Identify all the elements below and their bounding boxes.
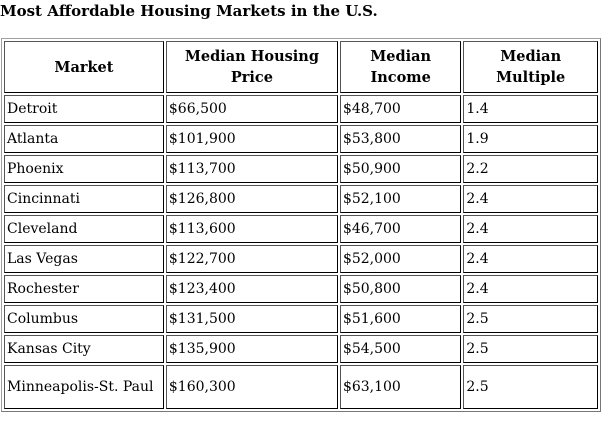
cell-market: Cleveland: [4, 215, 164, 243]
header-median-housing-price: Median Housing Price: [165, 41, 338, 93]
cell-median-price: $66,500: [165, 95, 338, 123]
cell-median-price: $101,900: [165, 125, 338, 153]
cell-median-income: $50,900: [339, 155, 462, 183]
header-multiple-line-2: Multiple: [496, 69, 566, 86]
header-price-line-1: Median Housing: [184, 48, 319, 65]
header-median-income: Median Income: [339, 41, 462, 93]
table-row: Detroit $66,500 $48,700 1.4: [4, 95, 598, 123]
cell-market: Atlanta: [4, 125, 164, 153]
cell-median-multiple: 2.4: [463, 185, 598, 213]
cell-market: Detroit: [4, 95, 164, 123]
table-body: Detroit $66,500 $48,700 1.4 Atlanta $101…: [4, 95, 598, 409]
cell-median-price: $123,400: [165, 275, 338, 303]
header-market: Market: [4, 41, 164, 93]
cell-market: Rochester: [4, 275, 164, 303]
cell-market: Las Vegas: [4, 245, 164, 273]
cell-median-multiple: 1.4: [463, 95, 598, 123]
cell-median-income: $50,800: [339, 275, 462, 303]
cell-median-price: $122,700: [165, 245, 338, 273]
table-row: Phoenix $113,700 $50,900 2.2: [4, 155, 598, 183]
cell-median-price: $160,300: [165, 365, 338, 409]
cell-market: Phoenix: [4, 155, 164, 183]
table-row: Rochester $123,400 $50,800 2.4: [4, 275, 598, 303]
table-header: Market Median Housing Price Median Incom…: [4, 41, 598, 93]
cell-median-price: $131,500: [165, 305, 338, 333]
housing-markets-table: Market Median Housing Price Median Incom…: [1, 38, 601, 412]
cell-median-multiple: 2.4: [463, 245, 598, 273]
cell-median-income: $52,100: [339, 185, 462, 213]
cell-market: Columbus: [4, 305, 164, 333]
table-row: Atlanta $101,900 $53,800 1.9: [4, 125, 598, 153]
cell-median-income: $52,000: [339, 245, 462, 273]
cell-market: Minneapolis-St. Paul: [4, 365, 164, 409]
cell-median-price: $135,900: [165, 335, 338, 363]
cell-median-income: $48,700: [339, 95, 462, 123]
cell-median-multiple: 1.9: [463, 125, 598, 153]
header-income-line-2: Income: [370, 69, 431, 86]
cell-median-price: $113,600: [165, 215, 338, 243]
table-row: Kansas City $135,900 $54,500 2.5: [4, 335, 598, 363]
header-median-multiple: Median Multiple: [463, 41, 598, 93]
cell-median-multiple: 2.5: [463, 335, 598, 363]
table-row: Las Vegas $122,700 $52,000 2.4: [4, 245, 598, 273]
header-row: Market Median Housing Price Median Incom…: [4, 41, 598, 93]
header-multiple-line-1: Median: [500, 48, 562, 65]
cell-median-multiple: 2.4: [463, 215, 598, 243]
header-market-line-1: Market: [54, 58, 114, 76]
cell-market: Kansas City: [4, 335, 164, 363]
table-row: Columbus $131,500 $51,600 2.5: [4, 305, 598, 333]
cell-median-price: $113,700: [165, 155, 338, 183]
table-row: Cleveland $113,600 $46,700 2.4: [4, 215, 598, 243]
header-income-line-1: Median: [370, 48, 432, 65]
cell-median-income: $53,800: [339, 125, 462, 153]
cell-median-multiple: 2.2: [463, 155, 598, 183]
cell-median-multiple: 2.5: [463, 365, 598, 409]
header-price-line-2: Price: [230, 69, 273, 86]
cell-median-income: $51,600: [339, 305, 462, 333]
cell-median-price: $126,800: [165, 185, 338, 213]
cell-median-income: $54,500: [339, 335, 462, 363]
cell-median-multiple: 2.5: [463, 305, 598, 333]
cell-median-income: $63,100: [339, 365, 462, 409]
table-row: Minneapolis-St. Paul $160,300 $63,100 2.…: [4, 365, 598, 409]
table-row: Cincinnati $126,800 $52,100 2.4: [4, 185, 598, 213]
page-title: Most Affordable Housing Markets in the U…: [0, 2, 378, 20]
cell-market: Cincinnati: [4, 185, 164, 213]
cell-median-multiple: 2.4: [463, 275, 598, 303]
cell-median-income: $46,700: [339, 215, 462, 243]
